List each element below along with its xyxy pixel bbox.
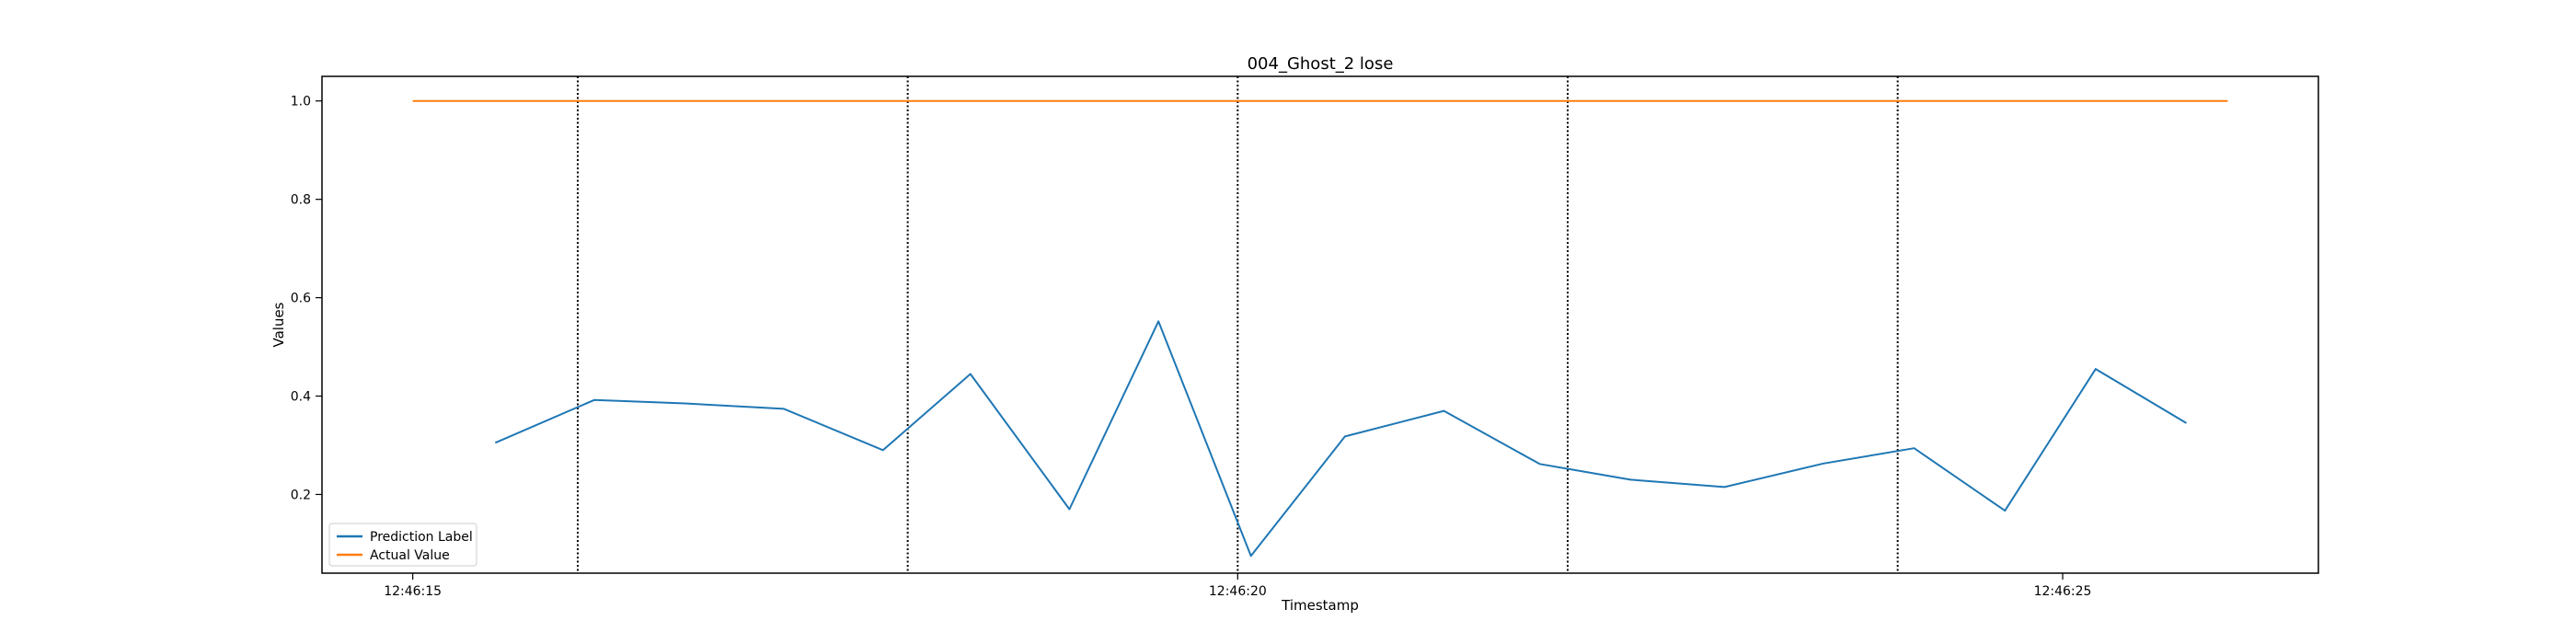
x-tick-label: 12:46:15 [384, 584, 442, 599]
y-tick-label: 0.6 [291, 292, 311, 306]
legend: Prediction Label Actual Value [328, 523, 477, 567]
legend-label: Prediction Label [370, 530, 473, 545]
y-axis-label: Values [270, 302, 287, 347]
x-axis-label: Timestamp [1281, 597, 1359, 614]
plot-area [412, 76, 2228, 573]
y-tick-label: 1.0 [291, 95, 311, 109]
chart-title: 004_Ghost_2 lose [1248, 54, 1394, 74]
x-tick-label: 12:46:25 [2034, 584, 2092, 599]
legend-label: Actual Value [370, 548, 450, 563]
x-tick-label: 12:46:20 [1209, 584, 1267, 599]
y-tick-label: 0.4 [291, 390, 311, 405]
axes-frame [321, 75, 2319, 574]
legend-box [328, 523, 477, 567]
y-tick-label: 0.8 [291, 193, 311, 208]
y-tick-label: 0.2 [291, 488, 311, 502]
prediction-label-line [494, 320, 2188, 558]
